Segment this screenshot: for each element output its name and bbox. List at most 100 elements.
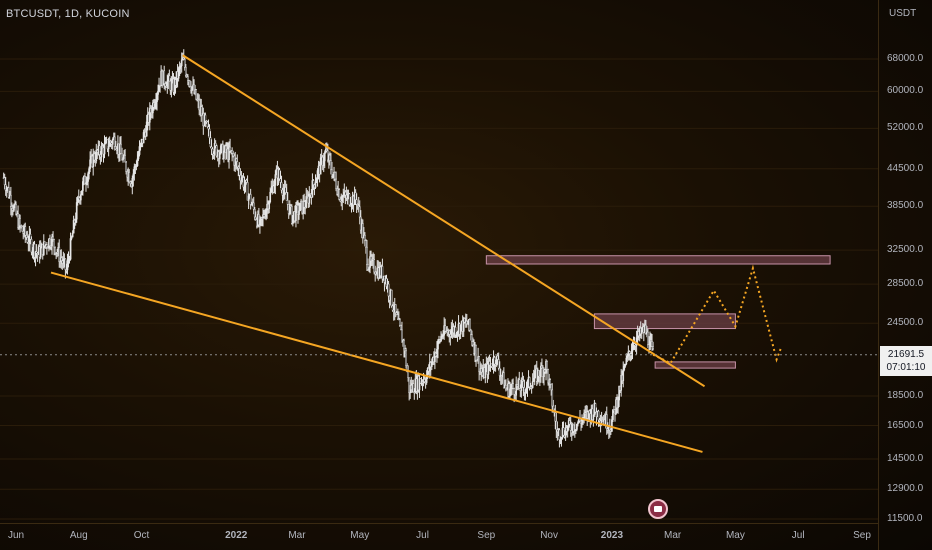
candle-body xyxy=(518,379,521,389)
price-chart[interactable] xyxy=(0,0,878,523)
candle-body xyxy=(25,234,28,238)
price-tick-label: 32500.0 xyxy=(887,244,924,256)
candle-body xyxy=(125,161,127,172)
candle-body xyxy=(120,143,122,154)
candle-body xyxy=(170,81,173,91)
candle-body xyxy=(510,386,512,390)
candle-body xyxy=(81,190,83,195)
supply-zone[interactable] xyxy=(593,313,736,330)
candle-body xyxy=(649,340,651,350)
price-tick-label: 14500.0 xyxy=(887,453,924,464)
candle-body xyxy=(247,195,250,201)
candle-body xyxy=(331,169,333,177)
candle-body xyxy=(323,152,326,162)
candle-body xyxy=(54,246,56,254)
price-tick-label: 52000.0 xyxy=(887,122,924,134)
price-tick-label: 68000.0 xyxy=(887,53,924,64)
candle-body xyxy=(549,379,552,385)
price-tick-label: 24500.0 xyxy=(887,317,924,329)
time-tick-label: Aug xyxy=(69,530,88,541)
resistance-trendline[interactable] xyxy=(182,54,706,388)
price-axis[interactable] xyxy=(878,0,932,550)
candle-body xyxy=(400,325,402,331)
candle-body xyxy=(298,210,300,215)
candle-body xyxy=(157,90,159,95)
candle-body xyxy=(21,226,24,232)
candle-body xyxy=(314,182,317,188)
candle-body xyxy=(219,145,222,154)
candle-body xyxy=(592,414,595,420)
candle-body xyxy=(401,329,403,343)
candle-body xyxy=(191,86,193,91)
candle-body xyxy=(138,146,141,155)
candle-body xyxy=(223,150,225,159)
time-tick-label: Mar xyxy=(288,530,306,541)
economic-event-icon[interactable] xyxy=(648,499,668,519)
candle-body xyxy=(279,178,282,183)
time-tick-label: Sep xyxy=(477,530,496,541)
candle-body xyxy=(238,168,241,176)
candle-body xyxy=(562,427,565,436)
candle-body xyxy=(265,209,267,218)
symbol-title[interactable]: BTCUSDT, 1D, KUCOIN xyxy=(6,8,130,20)
candle-body xyxy=(594,403,597,413)
candle-body xyxy=(496,355,499,360)
candle-body xyxy=(166,80,169,88)
trendlines xyxy=(50,54,706,453)
candle-body xyxy=(364,235,366,241)
candle-body xyxy=(312,180,315,185)
candle-body xyxy=(195,89,197,100)
price-tick-label: 44500.0 xyxy=(887,162,924,174)
candle-body xyxy=(269,191,272,202)
candle-body xyxy=(299,203,301,212)
candle-body xyxy=(430,361,433,367)
candle-body xyxy=(640,330,643,334)
candle-body xyxy=(303,201,306,208)
candle-body xyxy=(10,195,12,207)
candle-body xyxy=(79,194,82,201)
candle-body xyxy=(113,136,116,147)
time-axis[interactable] xyxy=(0,523,878,524)
candle-body xyxy=(346,194,349,199)
candle-body xyxy=(285,192,288,201)
candle-body xyxy=(588,410,591,414)
candle-body xyxy=(526,380,529,389)
candle-body xyxy=(168,75,171,82)
supply-zone[interactable] xyxy=(485,255,831,265)
price-tick-label: 12900.0 xyxy=(887,483,924,495)
candle-body xyxy=(605,414,608,429)
candle-body xyxy=(286,200,289,205)
support-trendline[interactable] xyxy=(50,271,703,453)
candle-body xyxy=(513,388,515,395)
price-tick-label: 28500.0 xyxy=(887,278,924,290)
time-tick-label: 2023 xyxy=(600,530,624,541)
time-tick-label: Jul xyxy=(791,530,805,541)
grid xyxy=(0,58,878,520)
candle-body xyxy=(566,425,569,432)
candle-body xyxy=(39,247,42,258)
candle-body xyxy=(505,385,507,390)
candle-body xyxy=(554,412,557,422)
candle-body xyxy=(308,193,311,204)
candle-body xyxy=(29,234,32,240)
bar-countdown: 07:01:10 xyxy=(886,362,926,373)
candle-body xyxy=(177,68,180,79)
candle-body xyxy=(246,182,249,201)
candle-body xyxy=(498,367,501,377)
candle-body xyxy=(232,153,235,157)
projection-path[interactable] xyxy=(652,264,782,365)
candle-body xyxy=(531,381,534,388)
candle-body xyxy=(229,146,231,152)
time-tick-label: Nov xyxy=(540,530,559,541)
candle-body xyxy=(568,420,571,425)
candle-body xyxy=(315,178,318,183)
candle-body xyxy=(608,427,611,431)
candle-body xyxy=(472,341,474,346)
supply-zone[interactable] xyxy=(654,361,736,369)
candle-body xyxy=(187,76,189,81)
price-tick-label: 16500.0 xyxy=(887,419,924,431)
currency-label[interactable]: USDT xyxy=(889,8,917,19)
candle-body xyxy=(87,173,89,182)
candle-body xyxy=(497,359,500,369)
candle-body xyxy=(273,185,276,193)
